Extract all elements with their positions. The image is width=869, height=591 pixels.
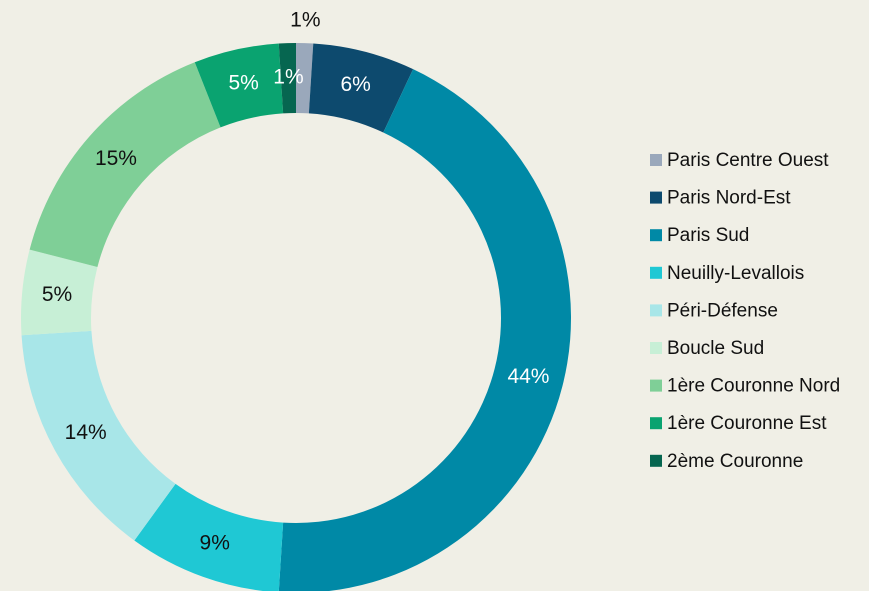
legend-label: Boucle Sud <box>667 338 764 359</box>
slice <box>278 69 571 591</box>
slice <box>134 483 284 591</box>
slice <box>29 62 221 268</box>
data-label: 1% <box>290 9 320 32</box>
slice <box>278 43 296 114</box>
data-label: 14% <box>65 421 107 444</box>
legend-label: Paris Nord-Est <box>667 188 791 209</box>
legend-swatch <box>650 417 662 430</box>
slice <box>194 43 284 128</box>
data-label: 5% <box>42 283 72 306</box>
legend-label: 1ère Couronne Nord <box>667 376 840 397</box>
legend-swatch <box>650 342 662 354</box>
legend-swatch <box>650 154 662 166</box>
legend-swatch <box>650 304 662 317</box>
slice <box>21 330 176 541</box>
legend-label: 1ère Couronne Est <box>667 413 827 434</box>
data-label: 5% <box>228 71 258 94</box>
legend-label: Paris Centre Ouest <box>667 150 829 171</box>
data-label: 15% <box>95 147 137 170</box>
legend-label: Péri-Défense <box>667 300 778 321</box>
legend-label: Paris Sud <box>667 225 749 246</box>
data-label: 1% <box>273 66 303 89</box>
slice <box>20 249 98 336</box>
data-label: 6% <box>341 73 371 96</box>
slice <box>296 43 314 114</box>
legend-swatch <box>650 379 662 392</box>
data-label: 9% <box>200 531 230 554</box>
legend-swatch <box>650 266 662 279</box>
legend-label: 2ème Couronne <box>667 451 803 472</box>
legend-swatch <box>650 191 662 204</box>
legend-swatch <box>650 229 662 242</box>
data-label: 44% <box>507 365 549 388</box>
legend-label: Neuilly-Levallois <box>667 263 804 284</box>
legend-swatch <box>650 454 662 467</box>
slice <box>308 43 414 133</box>
